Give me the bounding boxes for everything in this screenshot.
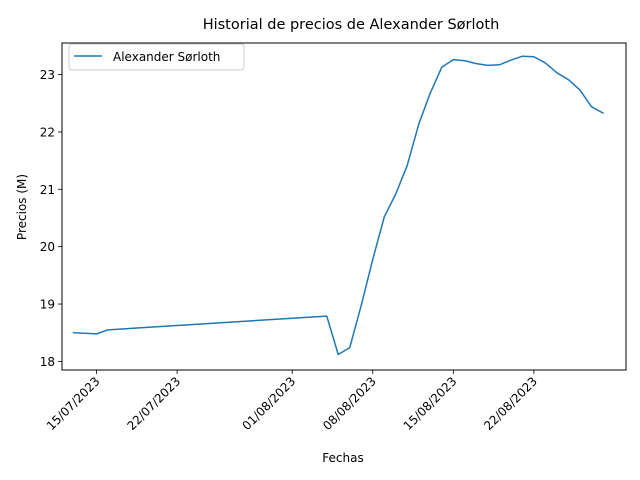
- y-tick-label: 19: [40, 298, 55, 312]
- y-tick-label: 20: [40, 240, 55, 254]
- legend: Alexander Sørloth: [68, 43, 245, 71]
- y-tick-label: 18: [40, 355, 55, 369]
- legend-box: [68, 43, 245, 71]
- axes-frame: [61, 42, 627, 371]
- y-tick-label: 22: [40, 125, 55, 139]
- plot-area: [61, 42, 627, 371]
- y-tick-label: 23: [40, 68, 55, 82]
- y-tick-label: 21: [40, 183, 55, 197]
- chart-title: Historial de precios de Alexander Sørlot…: [203, 17, 500, 33]
- x-axis-label: Fechas: [322, 451, 363, 465]
- series-layer: [72, 55, 604, 356]
- y-axis: 18 19 20 21 22 23: [40, 68, 62, 369]
- legend-label: Alexander Sørloth: [113, 50, 220, 64]
- y-axis-label: Precios (M): [15, 174, 29, 240]
- series-line: [72, 55, 604, 356]
